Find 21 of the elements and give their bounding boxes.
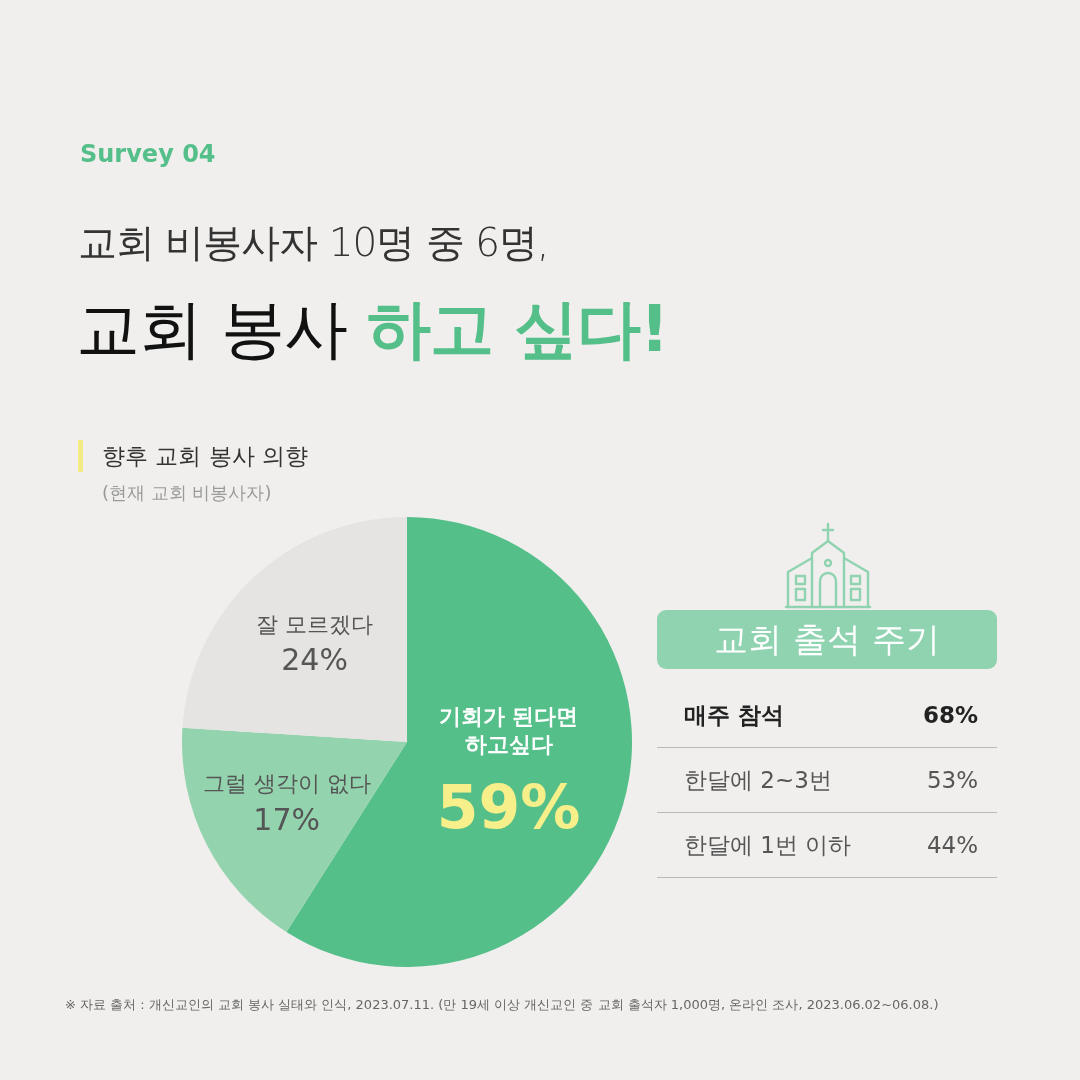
category-label: 매주 참석	[684, 701, 785, 729]
pie-slice	[182, 727, 407, 932]
data-label: 24%	[281, 642, 348, 678]
text: Survey 04	[80, 140, 216, 169]
text: 교회 비봉사자 10명 중 6명,	[78, 219, 549, 266]
text: 교회 출석 주기	[714, 619, 940, 660]
chart-title: 향후 교회 봉사 의향	[102, 442, 308, 470]
category-label: 한달에 1번 이하	[684, 831, 852, 859]
data-label: 53%	[926, 766, 978, 794]
slice-label: 잘 모르겠다	[256, 610, 374, 639]
data-label: 68%	[922, 701, 978, 729]
category-label: 한달에 2~3번	[684, 766, 832, 794]
data-label: 17%	[253, 802, 321, 838]
chart-subtitle: (현재 교회 비봉사자)	[102, 481, 272, 504]
slice-label: 그럴 생각이 없다	[202, 770, 371, 799]
slice-label: 기회가 된다면 하고싶다	[437, 702, 580, 760]
data-label: 44%	[926, 831, 978, 859]
data-label: 59%	[436, 772, 581, 843]
text: 교회 봉사 하고 싶다!	[76, 292, 669, 367]
pie-slice	[182, 517, 407, 742]
text: ※ 자료 출처 : 개신교인의 교회 봉사 실태와 인식, 2023.07.11. (만 19세 이상 개신교인 중 교회 출석자 1,000명, 온라인 조사, 2023.06.02~06.08.)	[65, 996, 939, 1013]
